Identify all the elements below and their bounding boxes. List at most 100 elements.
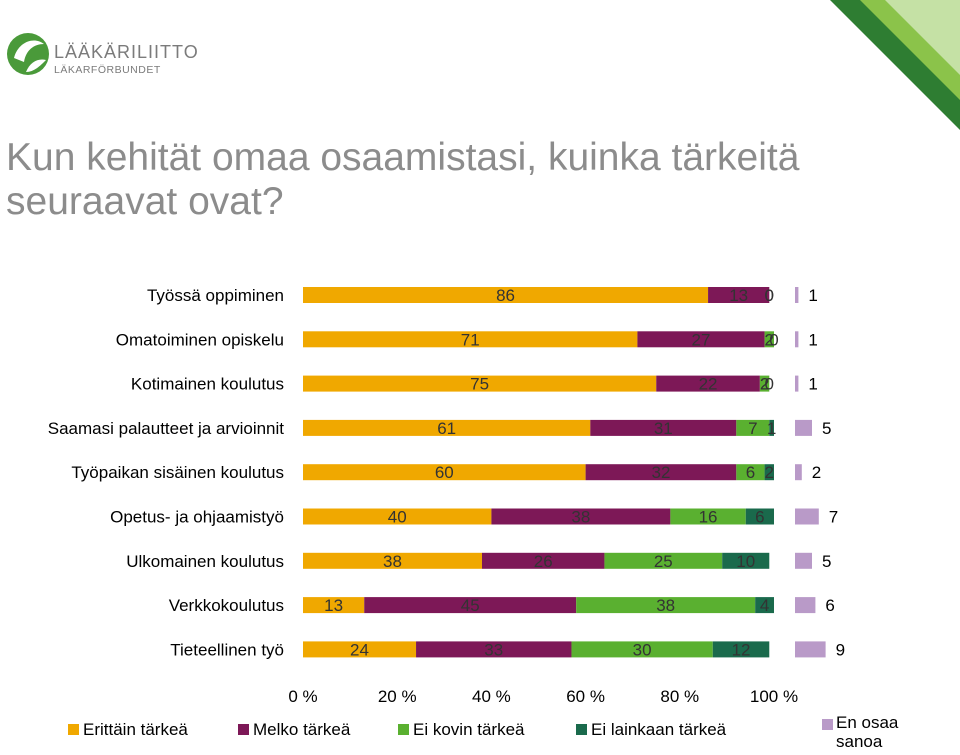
data-label: 6 <box>746 463 755 482</box>
bar-segment <box>491 508 671 525</box>
data-label: 60 <box>435 463 454 482</box>
x-tick-label: 80 % <box>660 687 699 706</box>
category-label: Työpaikan sisäinen koulutus <box>71 463 284 482</box>
data-label: 38 <box>383 552 402 571</box>
logo-mark-icon <box>7 33 49 75</box>
category-label: Verkkokoulutus <box>169 596 284 615</box>
data-label: 33 <box>484 640 503 659</box>
data-label: 7 <box>748 419 757 438</box>
legend-label: En osaa sanoa <box>836 713 899 751</box>
legend-label: Ei lainkaan tärkeä <box>591 720 727 739</box>
bar-segment-en-osaa-sanoa <box>795 331 799 348</box>
data-label: 27 <box>692 330 711 349</box>
bar-segment <box>764 331 774 348</box>
bar-segment <box>585 464 737 481</box>
legend-swatch <box>822 719 833 730</box>
bar-segment-en-osaa-sanoa <box>795 464 802 481</box>
legend-swatch <box>398 724 409 735</box>
data-label: 2 <box>765 463 774 482</box>
data-label: 13 <box>729 286 748 305</box>
logo-name: LÄÄKÄRILIITTO <box>54 42 199 62</box>
data-label: 9 <box>836 640 845 659</box>
bar-segment <box>769 419 774 436</box>
legend-swatch <box>68 724 79 735</box>
data-label: 26 <box>534 552 553 571</box>
data-label: 0 <box>769 330 778 349</box>
data-label: 45 <box>461 596 480 615</box>
bar-segment <box>764 464 774 481</box>
bar-segment <box>364 597 577 614</box>
data-label: 2 <box>812 463 821 482</box>
data-label: 10 <box>736 552 755 571</box>
data-label: 2 <box>760 375 769 394</box>
data-label: 38 <box>571 508 590 527</box>
x-tick-label: 0 % <box>288 687 317 706</box>
category-label: Ulkomainen koulutus <box>126 552 284 571</box>
bar-segment <box>656 375 760 392</box>
bar-segment <box>576 597 756 614</box>
data-label: 5 <box>822 419 831 438</box>
data-label: 1 <box>767 419 776 438</box>
x-tick-label: 20 % <box>378 687 417 706</box>
bar-segment <box>303 508 492 525</box>
data-label: 75 <box>470 375 489 394</box>
bar-segment <box>416 641 572 658</box>
data-label: 0 <box>765 375 774 394</box>
logo-subname: LÄKARFÖRBUNDET <box>54 64 161 76</box>
bar-segment <box>712 641 770 658</box>
legend-label: Ei kovin tärkeä <box>413 720 525 739</box>
bar-segment <box>708 287 770 303</box>
bar-segment <box>303 419 591 436</box>
data-label: 1 <box>808 375 817 394</box>
category-label: Tieteellinen työ <box>170 640 284 659</box>
bar-segment <box>736 419 770 436</box>
legend-swatch <box>238 724 249 735</box>
bar-segment-en-osaa-sanoa <box>795 641 826 658</box>
legend-swatch <box>576 724 587 735</box>
bar-segment <box>745 508 774 525</box>
corner-decoration <box>830 0 960 130</box>
bar-segment <box>303 552 482 569</box>
bar-segment <box>303 641 417 658</box>
data-label: 0 <box>765 286 774 305</box>
bar-segment <box>303 331 638 348</box>
legend-label: Melko tärkeä <box>253 720 351 739</box>
category-label: Työssä oppiminen <box>147 286 284 305</box>
bar-segment <box>481 552 605 569</box>
category-label: Saamasi palautteet ja arvioinnit <box>48 419 285 438</box>
data-label: 4 <box>760 596 769 615</box>
x-tick-label: 60 % <box>566 687 605 706</box>
data-label: 40 <box>388 508 407 527</box>
data-label: 6 <box>825 596 834 615</box>
legend-label: Erittäin tärkeä <box>83 720 188 739</box>
data-label: 61 <box>437 419 456 438</box>
data-label: 12 <box>732 640 751 659</box>
data-label: 22 <box>699 375 718 394</box>
bar-segment <box>759 375 770 392</box>
data-label: 0 <box>765 286 774 305</box>
data-label: 16 <box>699 508 718 527</box>
bar-segment-en-osaa-sanoa <box>795 597 816 614</box>
bar-segment <box>303 597 365 614</box>
bar-segment <box>755 597 774 614</box>
bar-segment-en-osaa-sanoa <box>795 287 799 303</box>
category-label: Opetus- ja ohjaamistyö <box>110 508 284 527</box>
bar-segment-en-osaa-sanoa <box>795 508 819 525</box>
bar-segment <box>303 375 657 392</box>
data-label: 71 <box>461 330 480 349</box>
legend-item: Ei kovin tärkeä <box>398 720 525 740</box>
legend-item: Erittäin tärkeä <box>68 720 188 740</box>
bar-segment <box>604 552 723 569</box>
legend-item: Melko tärkeä <box>238 720 350 740</box>
data-label: 24 <box>350 640 369 659</box>
bar-segment <box>590 419 737 436</box>
data-label: 5 <box>822 552 831 571</box>
data-label: 2 <box>765 330 774 349</box>
x-tick-label: 100 % <box>750 687 798 706</box>
bar-segment <box>571 641 713 658</box>
data-label: 7 <box>829 508 838 527</box>
data-label: 86 <box>496 286 515 305</box>
data-label: 32 <box>651 463 670 482</box>
bar-segment <box>722 552 770 569</box>
